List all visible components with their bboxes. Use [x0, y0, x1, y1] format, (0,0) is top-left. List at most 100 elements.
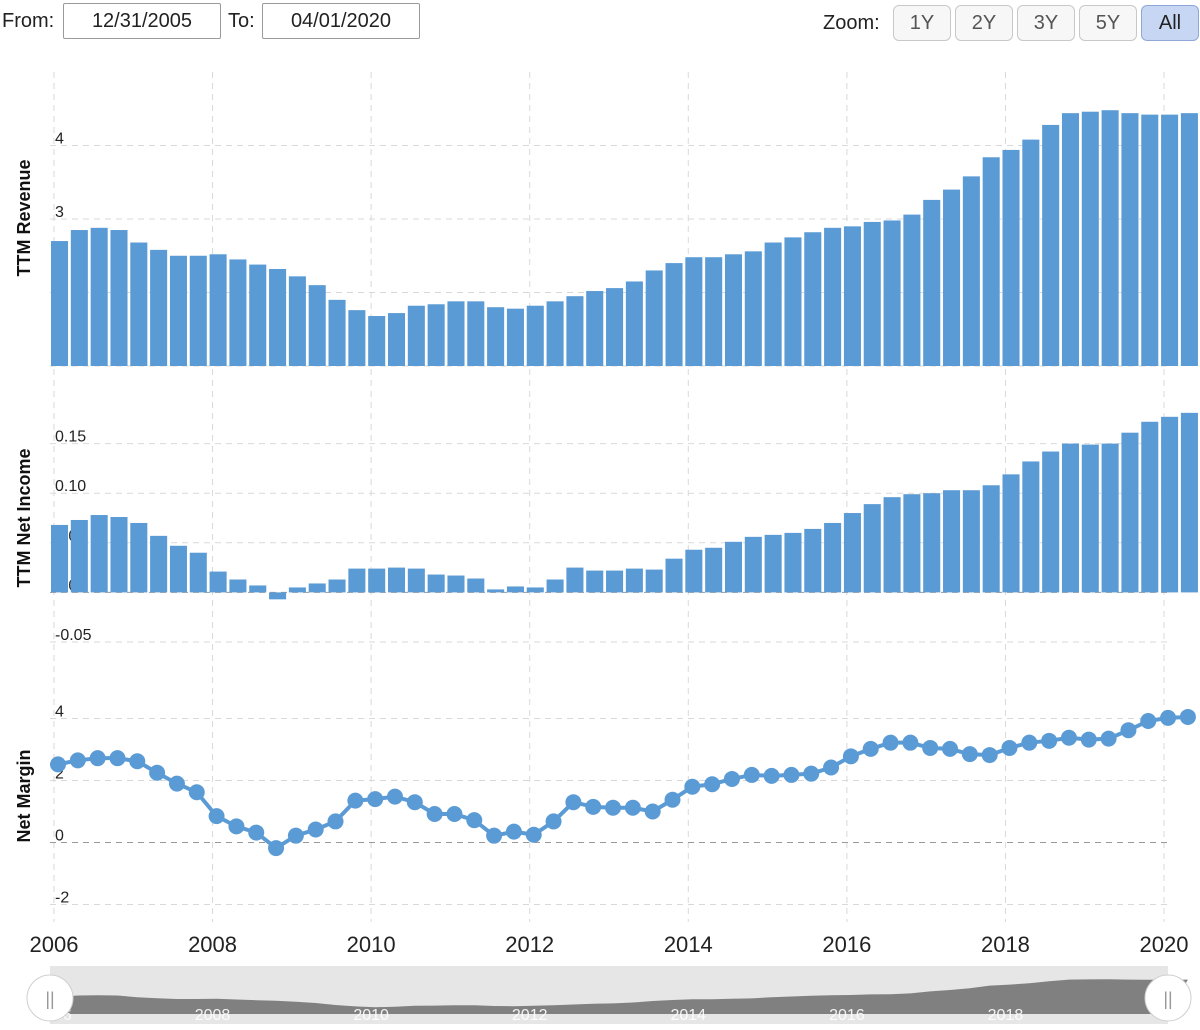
data-point	[89, 750, 106, 767]
bar	[110, 230, 128, 366]
data-point	[307, 821, 324, 838]
bar	[843, 513, 861, 593]
data-point	[644, 803, 661, 820]
bar	[348, 568, 366, 593]
navigator-right-handle[interactable]	[1144, 974, 1192, 1022]
bar	[586, 570, 604, 593]
x-tick-label: 2010	[347, 932, 396, 957]
bar	[526, 305, 544, 366]
bar	[169, 255, 187, 366]
zoom-2y-button[interactable]: 2Y	[955, 5, 1013, 41]
bar	[407, 305, 425, 366]
bar	[962, 176, 980, 366]
bar	[447, 301, 465, 366]
bar	[90, 227, 108, 366]
y-tick-label: 0.10	[55, 478, 86, 495]
from-label: From:	[2, 10, 55, 32]
bar	[705, 547, 723, 593]
data-point	[208, 808, 225, 825]
bar	[784, 532, 802, 593]
bar	[1161, 114, 1179, 366]
bar	[764, 534, 782, 593]
data-point	[565, 794, 582, 811]
navigator-left-handle[interactable]	[26, 974, 74, 1022]
data-point	[248, 824, 265, 841]
bar	[943, 189, 961, 366]
data-point	[1080, 731, 1097, 748]
data-point	[406, 794, 423, 811]
y-tick-label: 4	[55, 704, 64, 721]
data-point	[902, 734, 919, 751]
bar	[506, 308, 524, 366]
data-point	[942, 740, 959, 757]
bar	[249, 264, 267, 366]
bar	[724, 541, 743, 593]
bar	[427, 574, 445, 593]
handle-grip-icon: ||	[1163, 989, 1172, 1009]
data-point	[862, 740, 879, 757]
bar	[506, 586, 524, 593]
y-tick-label: 3	[55, 204, 64, 221]
bar	[209, 254, 227, 366]
bar	[1022, 139, 1040, 366]
zoom-all-button[interactable]: All	[1141, 5, 1199, 41]
bar	[804, 528, 822, 593]
bar	[1042, 451, 1060, 593]
bar	[625, 281, 643, 366]
bar	[130, 242, 148, 366]
bar	[645, 569, 663, 593]
bar	[288, 587, 306, 593]
data-point	[723, 770, 740, 787]
bar	[387, 313, 406, 366]
zoom-3y-button[interactable]: 3Y	[1017, 5, 1075, 41]
bar	[487, 307, 505, 366]
data-point	[327, 813, 344, 830]
bar	[1081, 444, 1099, 593]
data-point	[624, 799, 641, 816]
handle-grip-icon: ||	[45, 989, 54, 1009]
bar	[923, 493, 941, 593]
data-point	[466, 812, 483, 829]
x-tick-label: 2006	[29, 932, 78, 957]
zoom-1y-button[interactable]: 1Y	[893, 5, 951, 41]
bar	[625, 568, 643, 593]
bar	[804, 232, 822, 366]
bar	[784, 237, 802, 366]
zoom-label: Zoom:	[823, 12, 880, 34]
data-point	[743, 766, 760, 783]
bar	[467, 301, 485, 366]
bar	[387, 567, 406, 593]
data-point	[922, 739, 939, 756]
data-point	[268, 840, 285, 857]
zoom-5y-button[interactable]: 5Y	[1079, 5, 1137, 41]
navigator-tick-label: 2018	[988, 1007, 1024, 1024]
to-date-input[interactable]: 04/01/2020	[262, 3, 420, 39]
bar	[824, 522, 842, 593]
to-label: To:	[228, 10, 255, 32]
bar	[1002, 149, 1020, 366]
y-axis-title: Net Margin	[14, 749, 34, 842]
bar	[150, 249, 168, 366]
bar	[1081, 111, 1099, 366]
bar	[1022, 461, 1040, 593]
bar	[150, 535, 168, 593]
data-point	[1001, 739, 1018, 756]
data-point	[664, 791, 681, 808]
bar	[883, 220, 901, 366]
bar	[1141, 114, 1159, 366]
bar	[110, 517, 128, 593]
data-point	[981, 747, 998, 764]
bar	[1061, 113, 1080, 366]
bar	[487, 589, 505, 593]
bar	[863, 221, 881, 366]
bar	[229, 259, 247, 366]
data-point	[605, 799, 622, 816]
from-date-input[interactable]: 12/31/2005	[63, 3, 221, 39]
bar	[665, 558, 683, 593]
data-point	[1060, 729, 1077, 746]
bar	[843, 226, 861, 366]
bar	[546, 301, 564, 366]
data-point	[961, 746, 978, 763]
bar	[606, 288, 624, 366]
data-point	[486, 827, 503, 844]
